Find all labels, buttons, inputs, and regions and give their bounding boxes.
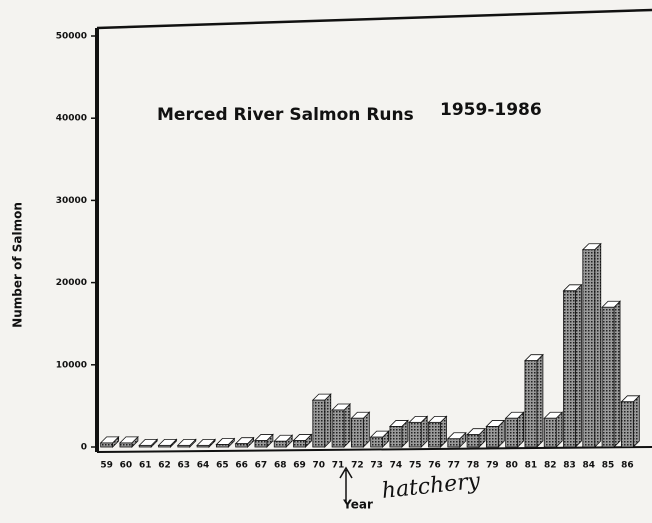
x-tick-label: 75	[409, 461, 422, 471]
bar	[215, 444, 229, 448]
x-axis	[96, 446, 652, 453]
bar	[273, 440, 287, 448]
bar-side	[575, 283, 582, 448]
bar-top	[196, 438, 217, 446]
bar	[196, 444, 210, 448]
x-tick-label: 77	[448, 461, 461, 471]
bar	[563, 290, 576, 448]
x-tick-label: 70	[313, 461, 326, 471]
x-tick-label: 61	[139, 461, 152, 471]
bar	[582, 249, 596, 448]
y-tick-label: 30000	[56, 196, 87, 206]
x-tick-label: 76	[428, 461, 441, 471]
x-tick-label: 64	[197, 461, 210, 471]
bar-side	[594, 242, 602, 448]
y-tick-label: 40000	[56, 114, 87, 124]
x-tick-label: 59	[100, 461, 113, 471]
x-tick-label: 63	[178, 461, 191, 471]
y-axis-label: Number of Salmon	[11, 202, 25, 328]
x-tick-label: 74	[390, 461, 403, 471]
bar	[389, 426, 403, 448]
x-tick-label: 73	[370, 461, 383, 471]
bar	[447, 438, 461, 448]
x-tick-label: 68	[274, 461, 287, 471]
bar	[158, 444, 171, 448]
bar-side	[343, 403, 351, 448]
annotation: hatchery	[381, 469, 482, 504]
x-tick-label: 71	[332, 461, 345, 471]
x-axis-label: Year	[342, 498, 373, 512]
annotation-arrow	[339, 466, 353, 503]
bar	[505, 417, 519, 448]
bar	[543, 417, 557, 448]
bar	[312, 399, 326, 448]
y-tick-label: 0	[81, 443, 87, 453]
bar	[466, 434, 480, 448]
bar-top	[138, 438, 159, 446]
chart-title: Merced River Salmon Runs	[157, 105, 414, 125]
bar-side	[536, 353, 544, 448]
bar-top	[157, 438, 178, 446]
bar	[119, 442, 133, 448]
bar	[254, 440, 268, 448]
frame-top	[96, 8, 652, 30]
y-tick-label: 10000	[56, 360, 87, 370]
bar	[524, 360, 538, 448]
bar	[370, 436, 384, 448]
x-tick-label: 84	[583, 461, 596, 471]
bar-side	[632, 394, 640, 448]
x-tick-label: 83	[563, 461, 576, 471]
bar	[350, 417, 364, 448]
y-tick-label: 20000	[56, 278, 87, 288]
x-tick-label: 60	[120, 461, 133, 471]
x-tick-label: 79	[486, 461, 499, 471]
x-tick-label: 86	[621, 461, 634, 471]
x-tick-label: 80	[505, 461, 518, 471]
x-tick-label: 66	[235, 461, 248, 471]
y-tick-label: 50000	[56, 32, 87, 42]
bar-top	[176, 438, 197, 446]
x-tick-label: 72	[351, 461, 364, 471]
x-tick-label: 82	[544, 461, 557, 471]
x-tick-label: 85	[602, 461, 615, 471]
bar	[601, 306, 615, 448]
bar-side	[613, 300, 621, 448]
bar	[331, 409, 345, 448]
bar	[177, 444, 191, 448]
x-tick-label: 78	[467, 461, 480, 471]
x-tick-label: 81	[525, 461, 538, 471]
bar	[293, 440, 306, 448]
bar-side	[324, 393, 332, 448]
bar	[428, 421, 441, 448]
chart-subtitle: 1959-1986	[440, 100, 542, 120]
x-tick-label: 69	[293, 461, 306, 471]
x-tick-label: 65	[216, 461, 229, 471]
bar	[485, 426, 499, 448]
bar	[138, 444, 152, 448]
x-tick-label: 62	[158, 461, 171, 471]
bar	[235, 443, 249, 448]
bar	[100, 442, 114, 448]
bar	[408, 421, 422, 448]
x-tick-label: 67	[255, 461, 268, 471]
bar	[620, 401, 634, 448]
